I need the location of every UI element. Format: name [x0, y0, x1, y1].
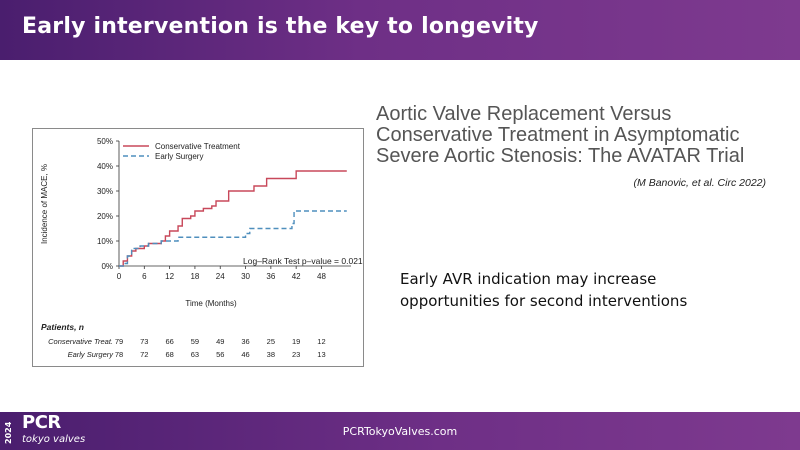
risk-table: Conservative Treat. 79 73 66 59 49 36 25 19 12 Ear… [48, 337, 326, 359]
slide-title: Early intervention is the key to longevi… [22, 14, 539, 39]
kaplan-meier-chart: 0% 10% 20% 30% 40% 50% 0 6 12 18 24 30 36 42 48 Conser… [32, 128, 364, 367]
risk-cell: 72 [140, 350, 148, 359]
study-title: Aortic Valve Replacement Versus Conserva… [376, 103, 745, 167]
early-surgery-curve [119, 210, 347, 267]
x-tick-label: 24 [216, 272, 225, 281]
risk-cell: 36 [241, 337, 249, 346]
y-tick-label: 50% [97, 137, 113, 146]
risk-row-label: Conservative Treat. [48, 337, 113, 346]
footer-bar [0, 412, 800, 450]
y-tick-label: 30% [97, 187, 113, 196]
x-tick-label: 0 [117, 272, 122, 281]
risk-cell: 38 [267, 350, 275, 359]
x-tick-label: 30 [241, 272, 250, 281]
risk-cell: 12 [317, 337, 325, 346]
risk-cell: 46 [241, 350, 249, 359]
y-tick-label: 40% [97, 162, 113, 171]
risk-cell: 68 [165, 350, 173, 359]
conservative-treatment-curve [119, 170, 347, 267]
risk-cell: 56 [216, 350, 224, 359]
legend-label: Early Surgery [155, 152, 203, 161]
y-axis-label: Incidence of MACE, % [40, 164, 49, 244]
risk-cell: 19 [292, 337, 300, 346]
chart-curves [119, 170, 347, 267]
x-tick-label: 48 [317, 272, 326, 281]
risk-cell: 25 [267, 337, 275, 346]
risk-row-label: Early Surgery [68, 350, 115, 359]
logo-subtitle: tokyo valves [22, 434, 86, 445]
risk-cell: 23 [292, 350, 300, 359]
risk-cell: 78 [115, 350, 123, 359]
risk-cell: 79 [115, 337, 123, 346]
legend-label: Conservative Treatment [155, 142, 241, 151]
citation: (M Banovic, et al. Circ 2022) [633, 177, 766, 189]
footer-url[interactable]: PCRTokyoValves.com [342, 425, 458, 438]
risk-cell: 13 [317, 350, 325, 359]
risk-cell: 63 [191, 350, 199, 359]
risk-table-title: Patients, n [41, 322, 84, 332]
log-rank-annotation: Log–Rank Test p–value = 0.021 [243, 256, 363, 266]
risk-cell: 49 [216, 337, 224, 346]
x-tick-label: 42 [292, 272, 301, 281]
x-tick-label: 12 [165, 272, 174, 281]
x-tick-label: 18 [190, 272, 199, 281]
risk-cell: 66 [165, 337, 173, 346]
x-tick-label: 36 [266, 272, 275, 281]
y-tick-label: 0% [101, 262, 113, 271]
risk-cell: 59 [191, 337, 199, 346]
chart-canvas: 0% 10% 20% 30% 40% 50% 0 6 12 18 24 30 36 42 48 Conser… [40, 137, 363, 359]
x-tick-label: 6 [142, 272, 147, 281]
pcr-logo: PCR [22, 412, 61, 433]
title-bar: Early intervention is the key to longevi… [0, 0, 800, 60]
y-tick-label: 10% [97, 237, 113, 246]
chart-axes: 0% 10% 20% 30% 40% 50% 0 6 12 18 24 30 36 42 48 [97, 137, 351, 281]
body-text: Early AVR indication may increase opport… [400, 270, 688, 310]
y-tick-label: 20% [97, 212, 113, 221]
risk-cell: 73 [140, 337, 148, 346]
x-axis-label: Time (Months) [185, 299, 237, 308]
